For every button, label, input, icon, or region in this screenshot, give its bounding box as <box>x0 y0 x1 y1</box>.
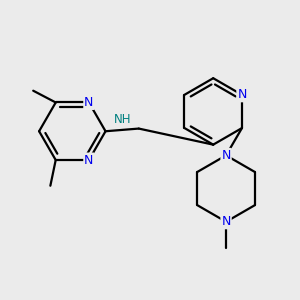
Text: NH: NH <box>113 113 131 126</box>
Text: N: N <box>237 88 247 101</box>
Text: N: N <box>84 96 94 109</box>
Text: N: N <box>221 149 231 162</box>
Text: N: N <box>84 154 94 166</box>
Text: N: N <box>221 215 231 228</box>
